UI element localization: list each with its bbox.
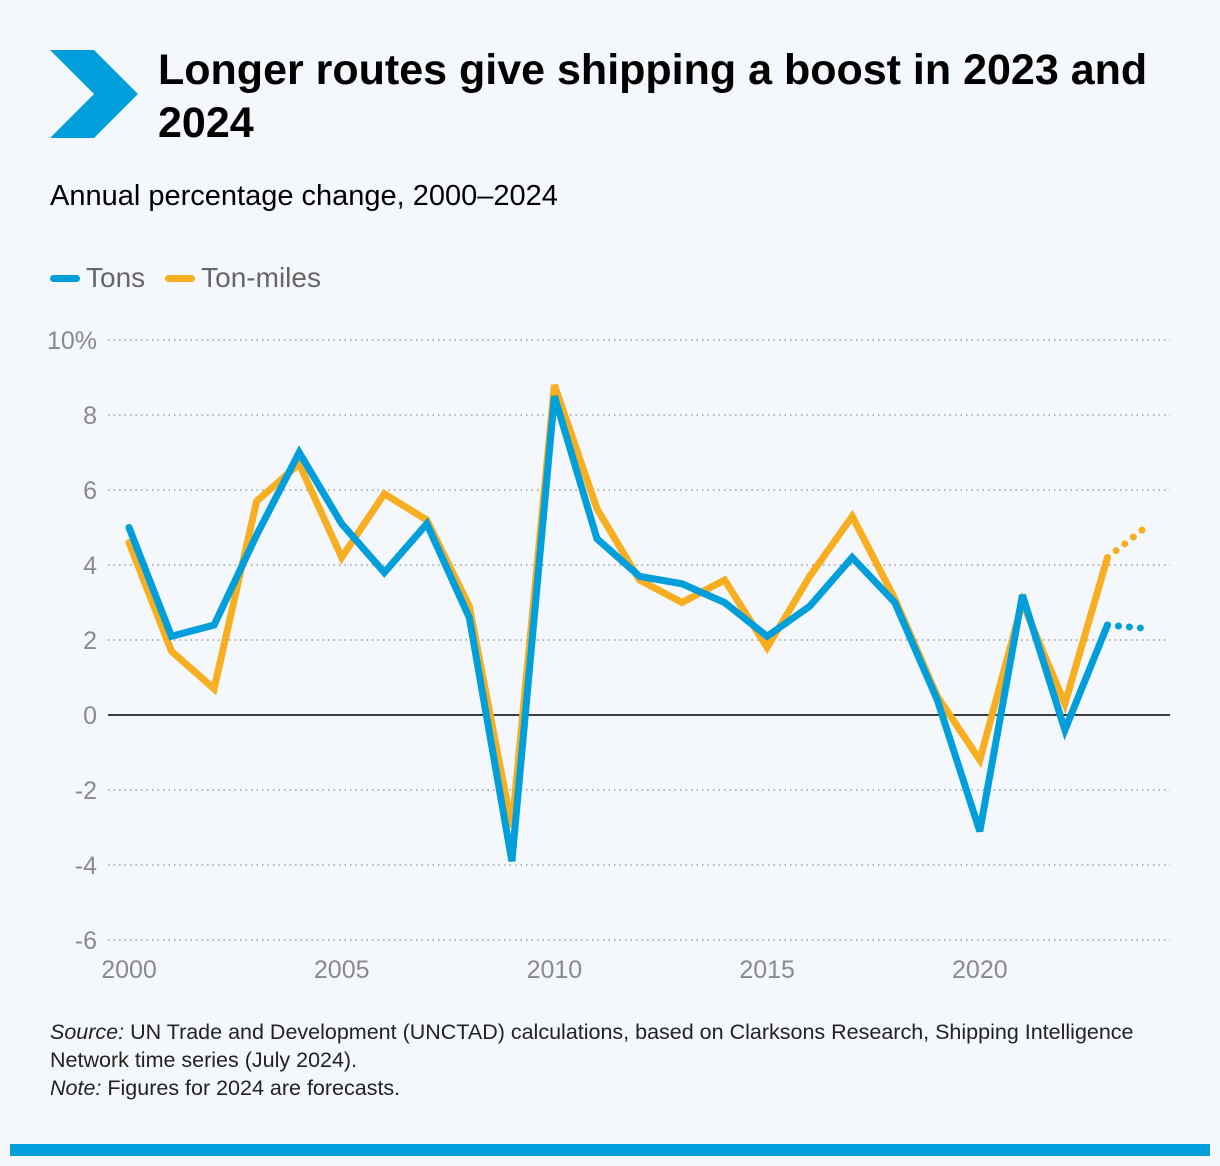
- legend: Tons Ton-miles: [50, 262, 341, 294]
- y-tick-label: -6: [75, 927, 97, 955]
- legend-swatch-ton-miles: [165, 274, 196, 282]
- note-label: Note:: [50, 1076, 102, 1100]
- chart-footer: Source: UN Trade and Development (UNCTAD…: [50, 1018, 1150, 1102]
- source-text: UN Trade and Development (UNCTAD) calcul…: [50, 1020, 1134, 1072]
- x-tick-label: 2000: [101, 956, 157, 984]
- legend-label-tons: Tons: [86, 262, 146, 293]
- legend-item-tons: Tons: [50, 262, 145, 294]
- y-tick-label: 8: [83, 402, 97, 430]
- bottom-accent-bar: [10, 1144, 1210, 1156]
- chevron-logo-icon: [50, 50, 138, 138]
- y-tick-label: -4: [75, 852, 97, 880]
- legend-item-ton-miles: Ton-miles: [165, 262, 321, 294]
- x-tick-label: 2010: [527, 956, 583, 984]
- x-tick-label: 2005: [314, 956, 370, 984]
- y-tick-label: 6: [83, 477, 97, 505]
- chart-title: Longer routes give shipping a boost in 2…: [158, 46, 1148, 147]
- line-chart: -6 -4 -2 0 2 4 6 8 10% 2000 2005 2010 2015 2020: [47, 327, 1170, 984]
- source-line: Source: UN Trade and Development (UNCTAD…: [50, 1018, 1150, 1074]
- source-label: Source:: [50, 1020, 125, 1044]
- legend-label-ton-miles: Ton-miles: [201, 262, 321, 293]
- y-tick-label: 4: [83, 552, 97, 580]
- chart-subtitle: Annual percentage change, 2000–2024: [50, 180, 558, 212]
- series-line-tons: [125, 395, 1111, 862]
- x-tick-label: 2020: [952, 956, 1008, 984]
- legend-swatch-tons: [50, 274, 80, 282]
- y-tick-label: -2: [75, 777, 97, 805]
- chevron-shape: [50, 50, 138, 138]
- note-text: Figures for 2024 are forecasts.: [107, 1076, 401, 1100]
- x-tick-label: 2015: [739, 956, 795, 984]
- note-line: Note: Figures for 2024 are forecasts.: [50, 1074, 1150, 1102]
- series-forecast-ton-miles: [1104, 520, 1154, 561]
- series-forecast-tons: [1104, 621, 1154, 633]
- y-tick-label: 2: [83, 627, 97, 655]
- y-tick-label: 10%: [47, 327, 97, 355]
- y-tick-label: 0: [83, 702, 97, 730]
